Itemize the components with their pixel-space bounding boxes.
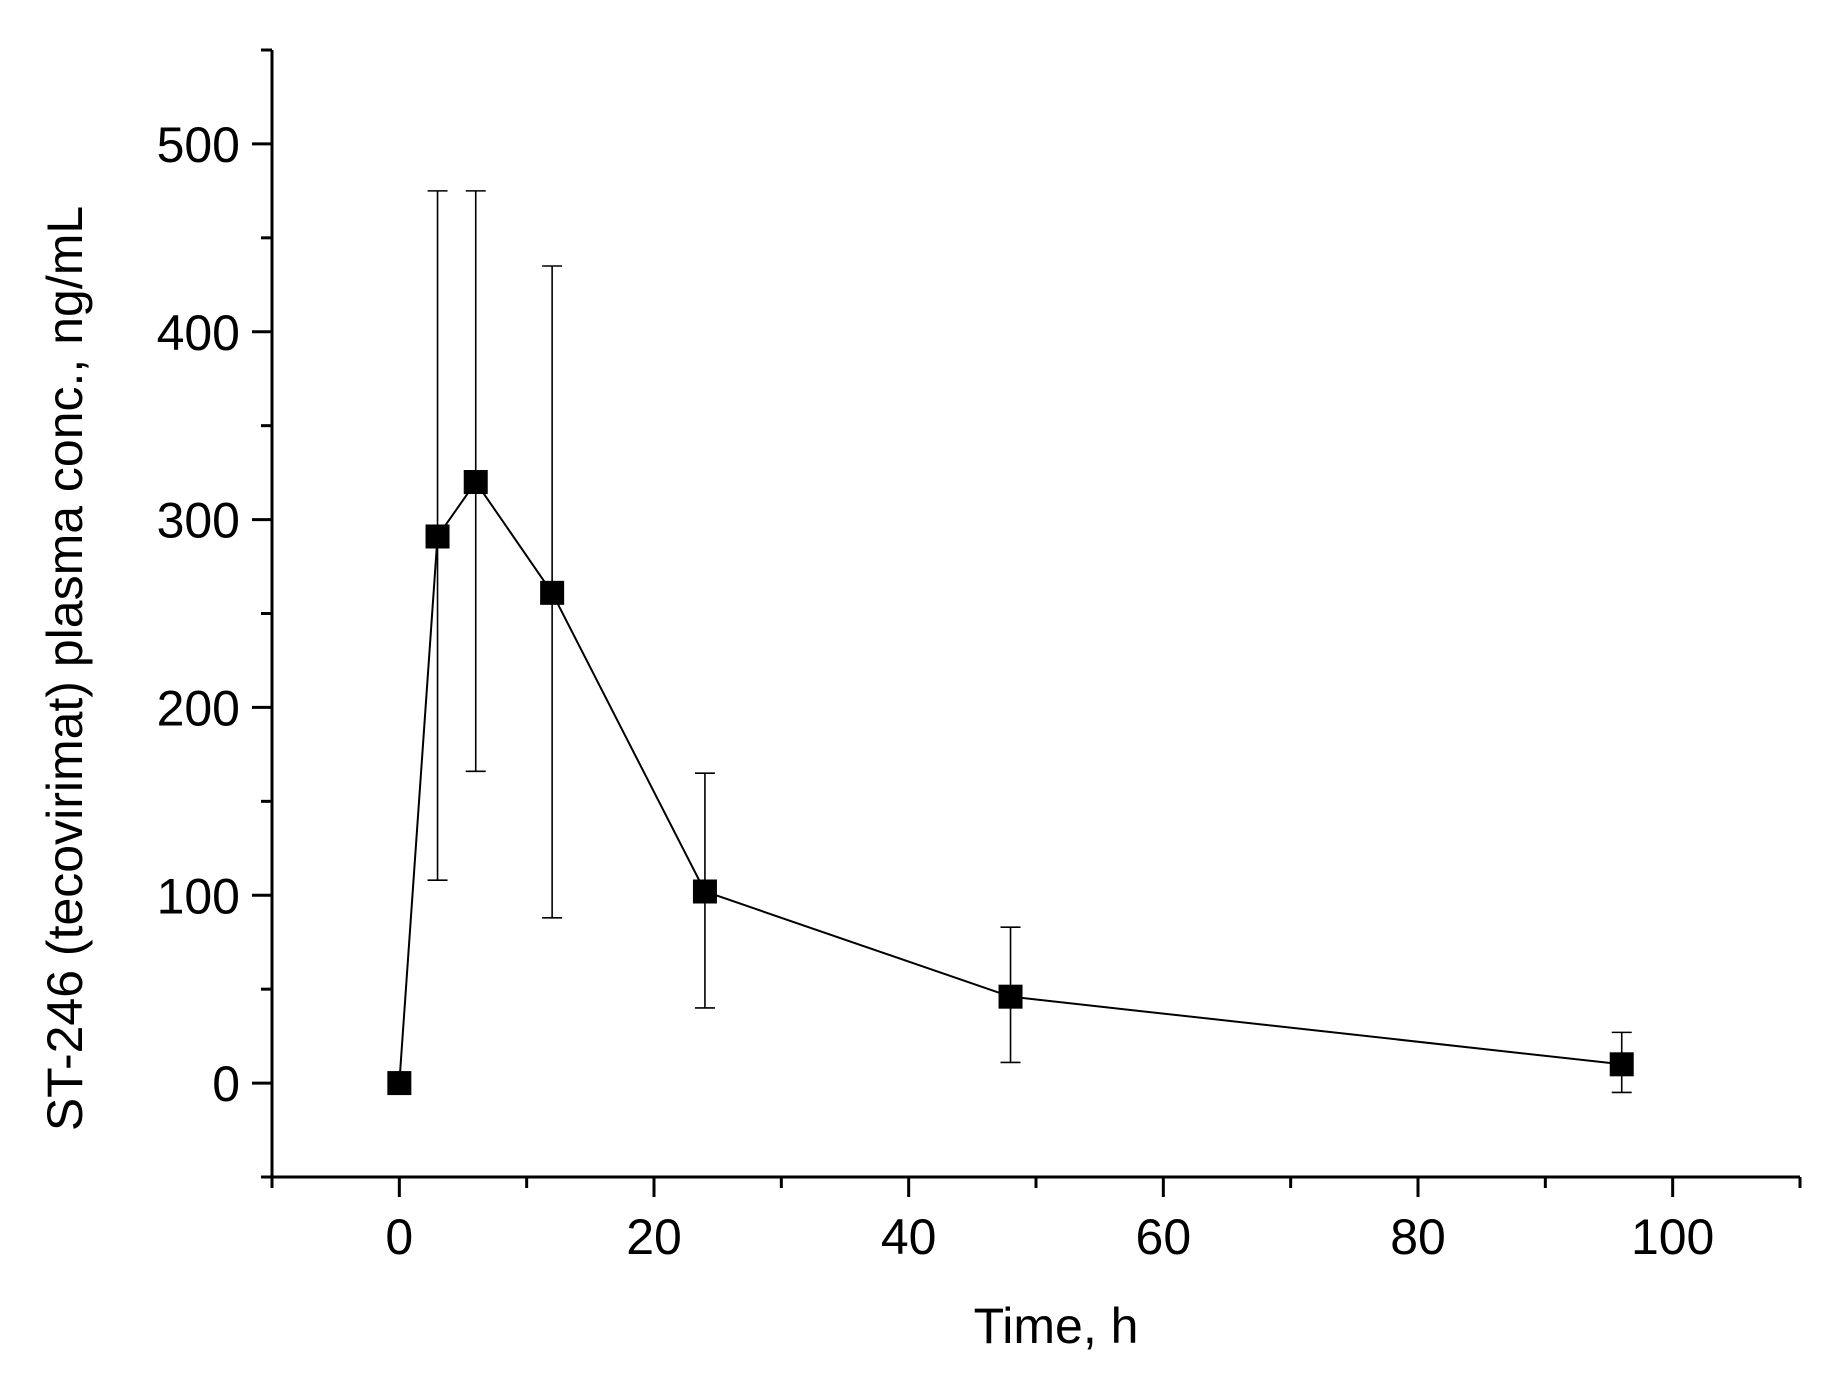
x-tick-label: 40 — [881, 1209, 937, 1265]
x-tick-label: 80 — [1390, 1209, 1446, 1265]
ticks: 0 20 40 60 80 100 0 100 200 300 400 500 — [157, 48, 1802, 1265]
axes — [270, 50, 1800, 1179]
data-point-marker — [692, 879, 717, 904]
y-tick-label: 100 — [157, 868, 240, 924]
y-tick-label: 200 — [157, 680, 240, 736]
data-point-marker — [387, 1071, 412, 1096]
y-tick-label: 500 — [157, 117, 240, 173]
x-axis-title: Time, h — [974, 1298, 1139, 1354]
data-point-marker — [1609, 1052, 1634, 1077]
y-tick-label: 0 — [212, 1056, 240, 1112]
data-point-marker — [463, 470, 488, 495]
data-point-marker — [998, 984, 1023, 1009]
y-tick-label: 400 — [157, 305, 240, 361]
data-point-marker — [540, 580, 565, 605]
x-tick-label: 100 — [1631, 1209, 1714, 1265]
y-axis-title: ST-246 (tecovirimat) plasma conc., ng/mL — [37, 206, 93, 1131]
plot-area — [387, 190, 1634, 1096]
x-tick-label: 0 — [385, 1209, 413, 1265]
x-tick-label: 20 — [626, 1209, 682, 1265]
y-tick-label: 300 — [157, 493, 240, 549]
x-tick-label: 60 — [1136, 1209, 1192, 1265]
data-point-marker — [425, 524, 450, 549]
